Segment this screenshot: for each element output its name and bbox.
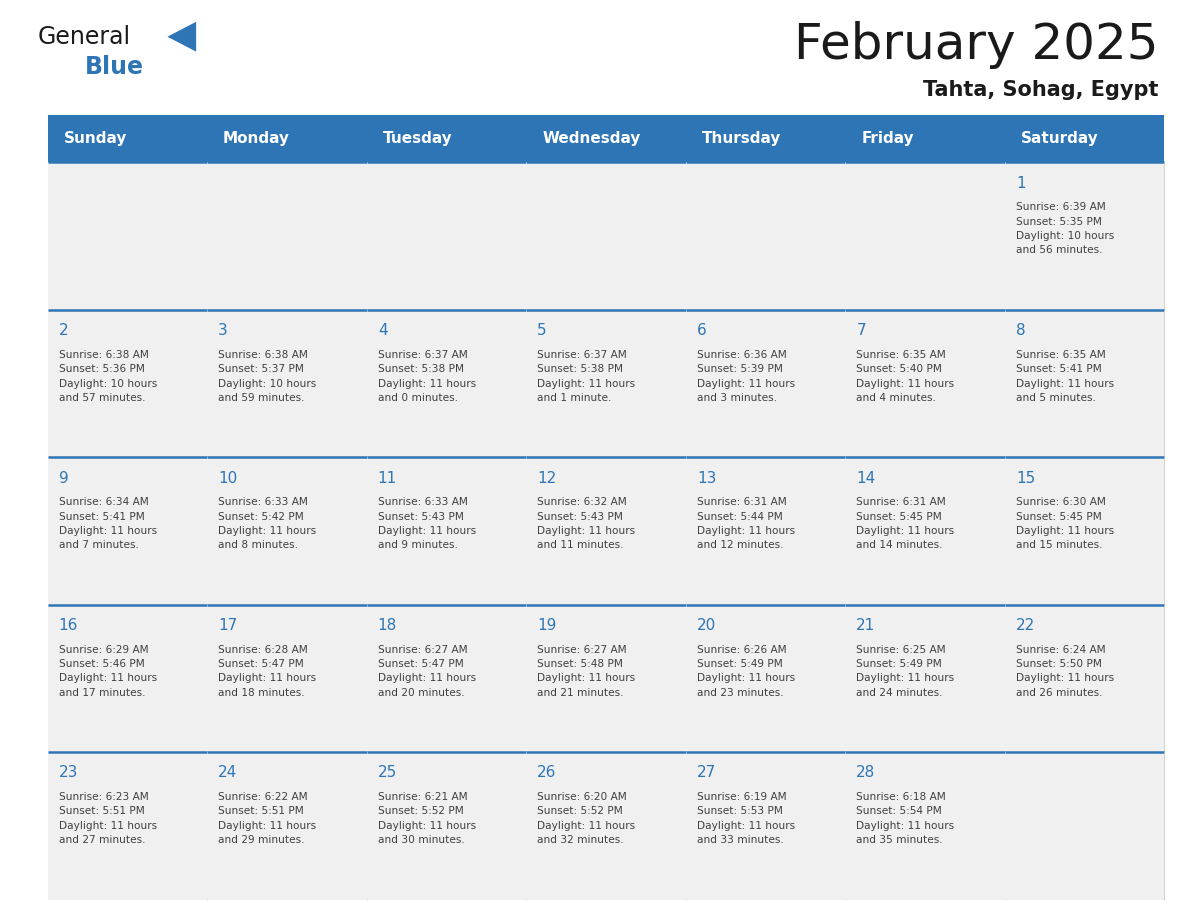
- Text: 7: 7: [857, 323, 866, 338]
- Text: Sunday: Sunday: [63, 131, 127, 146]
- Text: Sunrise: 6:31 AM
Sunset: 5:44 PM
Daylight: 11 hours
and 12 minutes.: Sunrise: 6:31 AM Sunset: 5:44 PM Dayligh…: [697, 498, 795, 551]
- Text: Sunrise: 6:26 AM
Sunset: 5:49 PM
Daylight: 11 hours
and 23 minutes.: Sunrise: 6:26 AM Sunset: 5:49 PM Dayligh…: [697, 644, 795, 698]
- Text: 28: 28: [857, 766, 876, 780]
- Text: 10: 10: [219, 471, 238, 486]
- Text: 23: 23: [58, 766, 78, 780]
- Text: Friday: Friday: [861, 131, 914, 146]
- Text: Wednesday: Wednesday: [542, 131, 640, 146]
- Text: Sunrise: 6:33 AM
Sunset: 5:42 PM
Daylight: 11 hours
and 8 minutes.: Sunrise: 6:33 AM Sunset: 5:42 PM Dayligh…: [219, 498, 316, 551]
- Text: 4: 4: [378, 323, 387, 338]
- Text: Sunrise: 6:28 AM
Sunset: 5:47 PM
Daylight: 11 hours
and 18 minutes.: Sunrise: 6:28 AM Sunset: 5:47 PM Dayligh…: [219, 644, 316, 698]
- Text: 11: 11: [378, 471, 397, 486]
- Text: 25: 25: [378, 766, 397, 780]
- Text: 17: 17: [219, 618, 238, 633]
- Text: Sunrise: 6:24 AM
Sunset: 5:50 PM
Daylight: 11 hours
and 26 minutes.: Sunrise: 6:24 AM Sunset: 5:50 PM Dayligh…: [1016, 644, 1114, 698]
- Text: Tuesday: Tuesday: [383, 131, 453, 146]
- Text: 2: 2: [58, 323, 69, 338]
- Text: Sunrise: 6:19 AM
Sunset: 5:53 PM
Daylight: 11 hours
and 33 minutes.: Sunrise: 6:19 AM Sunset: 5:53 PM Dayligh…: [697, 792, 795, 845]
- Text: 15: 15: [1016, 471, 1035, 486]
- Text: General: General: [38, 25, 131, 49]
- Text: Sunrise: 6:27 AM
Sunset: 5:47 PM
Daylight: 11 hours
and 20 minutes.: Sunrise: 6:27 AM Sunset: 5:47 PM Dayligh…: [378, 644, 476, 698]
- Text: Thursday: Thursday: [702, 131, 781, 146]
- Text: 22: 22: [1016, 618, 1035, 633]
- Text: 13: 13: [697, 471, 716, 486]
- Text: 9: 9: [58, 471, 69, 486]
- Text: 21: 21: [857, 618, 876, 633]
- Polygon shape: [168, 22, 196, 51]
- Text: Sunrise: 6:33 AM
Sunset: 5:43 PM
Daylight: 11 hours
and 9 minutes.: Sunrise: 6:33 AM Sunset: 5:43 PM Dayligh…: [378, 498, 476, 551]
- Text: 8: 8: [1016, 323, 1025, 338]
- Text: 6: 6: [697, 323, 707, 338]
- Text: Blue: Blue: [86, 54, 144, 79]
- Text: Sunrise: 6:21 AM
Sunset: 5:52 PM
Daylight: 11 hours
and 30 minutes.: Sunrise: 6:21 AM Sunset: 5:52 PM Dayligh…: [378, 792, 476, 845]
- Text: Sunrise: 6:36 AM
Sunset: 5:39 PM
Daylight: 11 hours
and 3 minutes.: Sunrise: 6:36 AM Sunset: 5:39 PM Dayligh…: [697, 350, 795, 403]
- Text: Sunrise: 6:37 AM
Sunset: 5:38 PM
Daylight: 11 hours
and 1 minute.: Sunrise: 6:37 AM Sunset: 5:38 PM Dayligh…: [537, 350, 636, 403]
- Text: 16: 16: [58, 618, 78, 633]
- Text: 5: 5: [537, 323, 546, 338]
- Text: Sunrise: 6:31 AM
Sunset: 5:45 PM
Daylight: 11 hours
and 14 minutes.: Sunrise: 6:31 AM Sunset: 5:45 PM Dayligh…: [857, 498, 954, 551]
- Text: Sunrise: 6:29 AM
Sunset: 5:46 PM
Daylight: 11 hours
and 17 minutes.: Sunrise: 6:29 AM Sunset: 5:46 PM Dayligh…: [58, 644, 157, 698]
- Text: Sunrise: 6:38 AM
Sunset: 5:36 PM
Daylight: 10 hours
and 57 minutes.: Sunrise: 6:38 AM Sunset: 5:36 PM Dayligh…: [58, 350, 157, 403]
- Text: Sunrise: 6:25 AM
Sunset: 5:49 PM
Daylight: 11 hours
and 24 minutes.: Sunrise: 6:25 AM Sunset: 5:49 PM Dayligh…: [857, 644, 954, 698]
- Text: Saturday: Saturday: [1020, 131, 1099, 146]
- Text: 26: 26: [537, 766, 557, 780]
- Text: 18: 18: [378, 618, 397, 633]
- Text: 12: 12: [537, 471, 556, 486]
- Text: 1: 1: [1016, 175, 1025, 191]
- Text: Sunrise: 6:18 AM
Sunset: 5:54 PM
Daylight: 11 hours
and 35 minutes.: Sunrise: 6:18 AM Sunset: 5:54 PM Dayligh…: [857, 792, 954, 845]
- Text: Sunrise: 6:37 AM
Sunset: 5:38 PM
Daylight: 11 hours
and 0 minutes.: Sunrise: 6:37 AM Sunset: 5:38 PM Dayligh…: [378, 350, 476, 403]
- Text: February 2025: February 2025: [794, 20, 1158, 69]
- Text: Sunrise: 6:35 AM
Sunset: 5:40 PM
Daylight: 11 hours
and 4 minutes.: Sunrise: 6:35 AM Sunset: 5:40 PM Dayligh…: [857, 350, 954, 403]
- Text: 3: 3: [219, 323, 228, 338]
- Text: Sunrise: 6:38 AM
Sunset: 5:37 PM
Daylight: 10 hours
and 59 minutes.: Sunrise: 6:38 AM Sunset: 5:37 PM Dayligh…: [219, 350, 316, 403]
- Text: 20: 20: [697, 618, 716, 633]
- Text: 27: 27: [697, 766, 716, 780]
- Text: Monday: Monday: [223, 131, 290, 146]
- Text: Sunrise: 6:20 AM
Sunset: 5:52 PM
Daylight: 11 hours
and 32 minutes.: Sunrise: 6:20 AM Sunset: 5:52 PM Dayligh…: [537, 792, 636, 845]
- Text: Sunrise: 6:22 AM
Sunset: 5:51 PM
Daylight: 11 hours
and 29 minutes.: Sunrise: 6:22 AM Sunset: 5:51 PM Dayligh…: [219, 792, 316, 845]
- Text: Tahta, Sohag, Egypt: Tahta, Sohag, Egypt: [923, 80, 1158, 100]
- Text: 24: 24: [219, 766, 238, 780]
- Text: Sunrise: 6:34 AM
Sunset: 5:41 PM
Daylight: 11 hours
and 7 minutes.: Sunrise: 6:34 AM Sunset: 5:41 PM Dayligh…: [58, 498, 157, 551]
- Text: Sunrise: 6:23 AM
Sunset: 5:51 PM
Daylight: 11 hours
and 27 minutes.: Sunrise: 6:23 AM Sunset: 5:51 PM Dayligh…: [58, 792, 157, 845]
- Text: Sunrise: 6:32 AM
Sunset: 5:43 PM
Daylight: 11 hours
and 11 minutes.: Sunrise: 6:32 AM Sunset: 5:43 PM Dayligh…: [537, 498, 636, 551]
- Text: Sunrise: 6:27 AM
Sunset: 5:48 PM
Daylight: 11 hours
and 21 minutes.: Sunrise: 6:27 AM Sunset: 5:48 PM Dayligh…: [537, 644, 636, 698]
- Text: Sunrise: 6:35 AM
Sunset: 5:41 PM
Daylight: 11 hours
and 5 minutes.: Sunrise: 6:35 AM Sunset: 5:41 PM Dayligh…: [1016, 350, 1114, 403]
- Text: Sunrise: 6:39 AM
Sunset: 5:35 PM
Daylight: 10 hours
and 56 minutes.: Sunrise: 6:39 AM Sunset: 5:35 PM Dayligh…: [1016, 202, 1114, 255]
- Text: Sunrise: 6:30 AM
Sunset: 5:45 PM
Daylight: 11 hours
and 15 minutes.: Sunrise: 6:30 AM Sunset: 5:45 PM Dayligh…: [1016, 498, 1114, 551]
- Text: 19: 19: [537, 618, 557, 633]
- Text: 14: 14: [857, 471, 876, 486]
